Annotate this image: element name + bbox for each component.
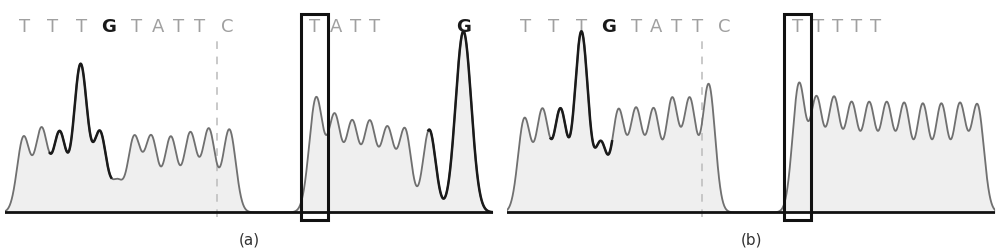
Text: T: T — [520, 18, 531, 36]
Text: T: T — [671, 18, 683, 36]
Text: T: T — [792, 18, 803, 36]
Text: T: T — [47, 18, 58, 36]
Text: T: T — [309, 18, 320, 36]
Bar — [301, 15, 328, 220]
Text: (b): (b) — [740, 232, 762, 247]
Text: T: T — [813, 18, 824, 36]
Text: C: C — [718, 18, 731, 36]
Text: T: T — [548, 18, 559, 36]
Text: T: T — [350, 18, 361, 36]
Text: T: T — [576, 18, 587, 36]
Text: T: T — [832, 18, 843, 36]
Bar — [784, 15, 811, 220]
Text: G: G — [601, 18, 616, 36]
Text: A: A — [650, 18, 662, 36]
Text: C: C — [221, 18, 233, 36]
Text: T: T — [631, 18, 642, 36]
Text: T: T — [870, 18, 881, 36]
Text: T: T — [131, 18, 142, 36]
Text: T: T — [692, 18, 703, 36]
Text: T: T — [851, 18, 862, 36]
Text: T: T — [19, 18, 30, 36]
Text: T: T — [76, 18, 87, 36]
Text: A: A — [151, 18, 164, 36]
Text: T: T — [194, 18, 205, 36]
Text: G: G — [456, 18, 471, 36]
Text: (a): (a) — [238, 232, 259, 247]
Text: G: G — [101, 18, 116, 36]
Text: T: T — [369, 18, 380, 36]
Text: A: A — [329, 18, 342, 36]
Text: T: T — [173, 18, 184, 36]
